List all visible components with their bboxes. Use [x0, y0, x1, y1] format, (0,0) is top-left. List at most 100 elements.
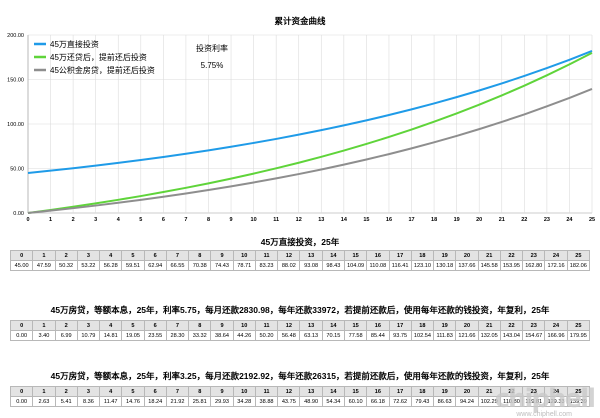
header-cell: 14 [321, 386, 345, 397]
header-cell: 25 [566, 320, 591, 331]
header-cell: 7 [165, 386, 190, 397]
header-cell: 10 [232, 250, 256, 261]
value-cell: 48.90 [299, 396, 323, 407]
value-cell: 63.13 [299, 330, 323, 341]
value-cell: 43.75 [277, 396, 301, 407]
legend-label: 45万还贷后，提前还后投资 [50, 52, 147, 62]
header-cell: 21 [477, 320, 501, 331]
x-tick-label: 18 [431, 217, 437, 223]
value-cell: 70.38 [188, 260, 212, 271]
chart-legend: 45万直接投资 45万还贷后，提前还后投资 45公积金房贷，提前还后投资 [34, 39, 155, 75]
header-cell: 5 [121, 386, 145, 397]
header-cell: 20 [455, 320, 479, 331]
header-cell: 20 [455, 386, 479, 397]
header-cell: 2 [54, 250, 78, 261]
series-line-1 [27, 50, 593, 174]
watermark-url: www.chiphell.com [516, 411, 572, 418]
header-cell: 12 [277, 250, 301, 261]
value-cell: 94.24 [455, 396, 479, 407]
header-cell: 17 [388, 386, 412, 397]
header-cell: 15 [343, 320, 368, 331]
value-cell: 79.43 [410, 396, 435, 407]
legend-label: 45万直接投资 [50, 39, 99, 49]
table-1-value-row: 45.00 47.59 50.32 53.22 56.28 59.51 62.94 66.55… [9, 260, 591, 271]
header-cell: 14 [321, 320, 345, 331]
value-cell: 86.63 [433, 396, 457, 407]
series-line-3 [27, 88, 593, 214]
x-tick-label: 7 [184, 217, 187, 223]
header-cell: 12 [277, 386, 301, 397]
value-cell: 54.34 [321, 396, 345, 407]
header-cell: 24 [544, 320, 568, 331]
header-cell: 9 [210, 250, 234, 261]
value-cell: 11.47 [99, 396, 123, 407]
value-cell: 28.30 [165, 330, 190, 341]
value-cell: 137.66 [455, 260, 479, 271]
table-2: 0 1 2 3 4 5 6 7 8 9 10 11 12 13 14 15 16 17 18 19 20 21 22 23 24… [9, 320, 591, 341]
header-cell: 3 [76, 250, 101, 261]
value-cell: 166.96 [544, 330, 568, 341]
y-tick-label: 200.00 [7, 33, 24, 39]
x-tick-label: 3 [94, 217, 97, 223]
value-cell: 21.92 [165, 396, 190, 407]
chart-title: 累计资金曲线 [274, 16, 326, 26]
value-cell: 33.32 [188, 330, 212, 341]
header-cell: 21 [477, 250, 501, 261]
table-2-title: 45万房贷，等额本息，25年，利率5.75，每月还款2830.98，每年还款33… [50, 305, 550, 315]
value-cell: 56.48 [277, 330, 301, 341]
value-cell: 23.55 [143, 330, 167, 341]
header-cell: 9 [210, 320, 234, 331]
header-cell: 18 [410, 320, 435, 331]
header-cell: 16 [366, 250, 390, 261]
table-1-title: 45万直接投资，25年 [260, 237, 340, 247]
series-line-2 [27, 51, 593, 214]
header-cell: 13 [299, 250, 323, 261]
y-tick-label: 0.00 [13, 211, 24, 217]
header-cell: 4 [99, 250, 123, 261]
header-cell: 5 [121, 250, 145, 261]
x-tick-label: 21 [499, 217, 505, 223]
header-cell: 15 [343, 250, 368, 261]
x-tick-label: 23 [544, 217, 550, 223]
value-cell: 19.05 [121, 330, 145, 341]
header-cell: 0 [9, 320, 34, 331]
value-cell: 182.06 [566, 260, 591, 271]
value-cell: 121.66 [455, 330, 479, 341]
y-tick-label: 150.00 [7, 78, 24, 84]
value-cell: 10.79 [76, 330, 101, 341]
header-cell: 10 [232, 320, 256, 331]
value-cell: 130.18 [433, 260, 457, 271]
value-cell: 6.99 [54, 330, 78, 341]
series-lines [27, 50, 593, 214]
value-cell: 85.44 [366, 330, 390, 341]
value-cell: 45.00 [9, 260, 34, 271]
value-cell: 104.09 [343, 260, 368, 271]
value-cell: 70.15 [321, 330, 345, 341]
value-cell: 5.41 [54, 396, 78, 407]
header-cell: 16 [366, 386, 390, 397]
header-cell: 5 [121, 320, 145, 331]
x-tick-label: 13 [318, 217, 324, 223]
header-cell: 11 [254, 320, 279, 331]
value-cell: 119.81 [522, 396, 546, 407]
value-cell: 116.41 [388, 260, 412, 271]
table-3-title: 45万房贷，等额本息，25年，利率3.25，每月还款2192.92，每年还款26… [50, 371, 550, 381]
header-cell: 1 [32, 320, 56, 331]
value-cell: 123.10 [410, 260, 435, 271]
value-cell: 110.80 [499, 396, 524, 407]
header-cell: 6 [143, 320, 167, 331]
header-cell: 25 [566, 250, 591, 261]
table-1-header-row: 0 1 2 3 4 5 6 7 8 9 10 11 12 13 14 15 16 17 18 19 20 21 22 23 24… [9, 250, 591, 261]
header-cell: 19 [433, 386, 457, 397]
x-tick-label: 14 [341, 217, 348, 223]
value-cell: 77.58 [343, 330, 368, 341]
value-cell: 74.43 [210, 260, 234, 271]
value-cell: 62.94 [143, 260, 167, 271]
value-cell: 66.18 [366, 396, 390, 407]
x-tick-label: 5 [139, 217, 142, 223]
header-cell: 7 [165, 320, 190, 331]
value-cell: 143.04 [499, 330, 524, 341]
value-cell: 8.36 [76, 396, 101, 407]
x-tick-label: 9 [230, 217, 233, 223]
value-cell: 179.95 [566, 330, 591, 341]
